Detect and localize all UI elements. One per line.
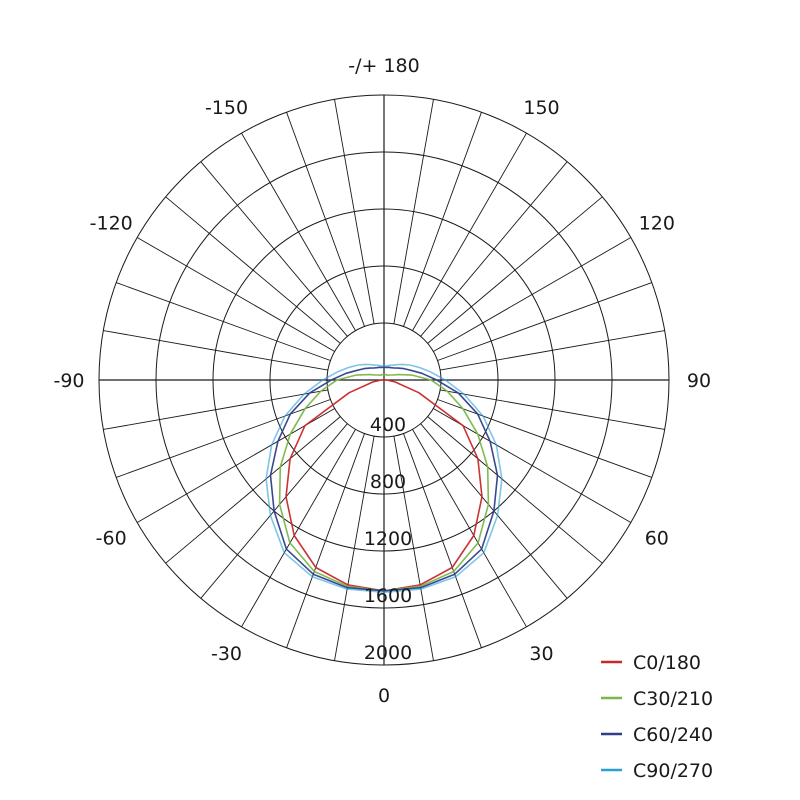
ring-1200 — [212, 208, 556, 552]
intensity-curves — [265, 363, 503, 594]
axis-labels: -/+ 180 150 120 90 60 30 0 -30 -60 -90 -120 -150 400… — [53, 55, 711, 707]
radial-tick-label: 400 — [370, 414, 406, 436]
ring-1600 — [155, 151, 613, 609]
legend-label: C90/270 — [633, 760, 713, 782]
angle-tick-label: 30 — [529, 643, 553, 665]
angle-tick-label: -120 — [90, 213, 133, 235]
angle-tick-label: -30 — [211, 643, 242, 665]
legend-label: C0/180 — [633, 652, 701, 674]
legend-label: C30/210 — [633, 688, 713, 710]
legend-label: C60/240 — [633, 724, 713, 746]
ring-400 — [326, 322, 442, 438]
angle-tick-label: 90 — [687, 370, 711, 392]
curve-C60-240 — [269, 366, 499, 592]
angle-tick-label: 120 — [639, 213, 675, 235]
angle-tick-label: 0 — [378, 685, 390, 707]
angle-tick-label: -150 — [205, 97, 248, 119]
legend: C0/180 C30/210 C60/240 C90/270 — [601, 652, 713, 782]
polar-grid — [98, 94, 670, 666]
angle-tick-label: 60 — [645, 528, 669, 550]
curve-C90-270 — [265, 363, 503, 594]
ring-800 — [269, 265, 499, 495]
angle-tick-label: 150 — [523, 97, 559, 119]
radial-tick-label: 2000 — [364, 642, 412, 664]
ring-2000 — [98, 94, 670, 666]
angle-tick-label: -60 — [96, 528, 127, 550]
radial-tick-label: 1200 — [364, 528, 412, 550]
radial-tick-label: 800 — [370, 471, 406, 493]
radial-tick-label: 1600 — [364, 585, 412, 607]
angle-tick-label: -/+ 180 — [348, 55, 419, 77]
angle-tick-label: -90 — [53, 370, 84, 392]
